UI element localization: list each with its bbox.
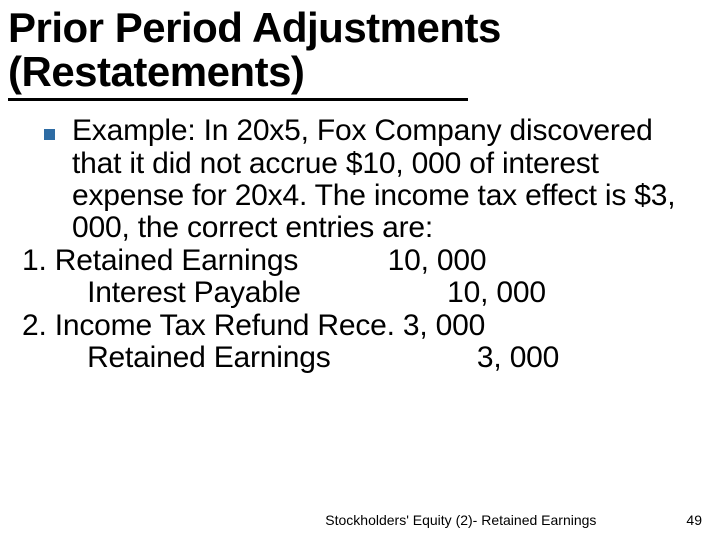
bullet-block: Example: In 20x5, Fox Company discovered… <box>22 115 698 245</box>
slide-title: Prior Period Adjustments (Restatements) <box>0 0 720 96</box>
entry-2-credit: Retained Earnings 3, 000 <box>22 342 698 374</box>
page-number: 49 <box>686 512 702 528</box>
entry-1-credit: Interest Payable 10, 000 <box>22 277 698 309</box>
example-text: Example: In 20x5, Fox Company discovered… <box>72 115 698 245</box>
title-line-2: (Restatements) <box>8 48 304 95</box>
footer-text: Stockholders' Equity (2)- Retained Earni… <box>325 512 596 528</box>
slide-content: Example: In 20x5, Fox Company discovered… <box>0 101 720 374</box>
entry-1-debit: 1. Retained Earnings 10, 000 <box>22 245 698 277</box>
entry-2-debit: 2. Income Tax Refund Rece. 3, 000 <box>22 310 698 342</box>
square-bullet-icon <box>44 129 55 140</box>
title-line-1: Prior Period Adjustments <box>8 4 501 51</box>
slide-footer: Stockholders' Equity (2)- Retained Earni… <box>0 512 720 528</box>
